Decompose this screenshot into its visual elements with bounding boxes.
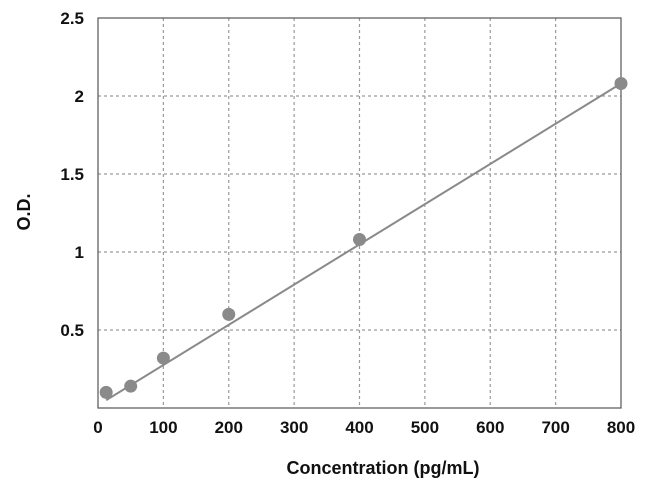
data-point [156,351,170,365]
tick-labels: 0 100 200 300 400 500 600 700 800 0.5 1 1.5 2 2.5 [60,9,635,437]
x-tick-label: 300 [280,418,308,437]
data-series [99,77,628,402]
x-tick-label: 700 [541,418,569,437]
data-point [353,233,366,247]
x-tick-label: 600 [476,418,504,437]
x-tick-label: 0 [93,418,102,437]
x-axis-title: Concentration (pg/mL) [287,458,480,478]
y-axis-title: O.D. [14,193,34,230]
y-tick-label: 1.5 [60,165,84,184]
data-point [614,77,628,91]
y-tick-label: 0.5 [60,321,84,340]
x-tick-label: 800 [607,418,635,437]
data-point [222,307,236,321]
x-tick-label: 100 [149,418,177,437]
y-tick-label: 2 [75,87,84,106]
y-tick-label: 1 [75,243,84,262]
data-point [99,385,113,399]
x-tick-label: 500 [411,418,439,437]
y-tick-label: 2.5 [60,9,84,28]
x-tick-label: 200 [215,418,243,437]
x-tick-label: 400 [345,418,373,437]
plot-frame [97,17,622,409]
data-point [124,379,138,393]
grid-lines [98,18,621,408]
